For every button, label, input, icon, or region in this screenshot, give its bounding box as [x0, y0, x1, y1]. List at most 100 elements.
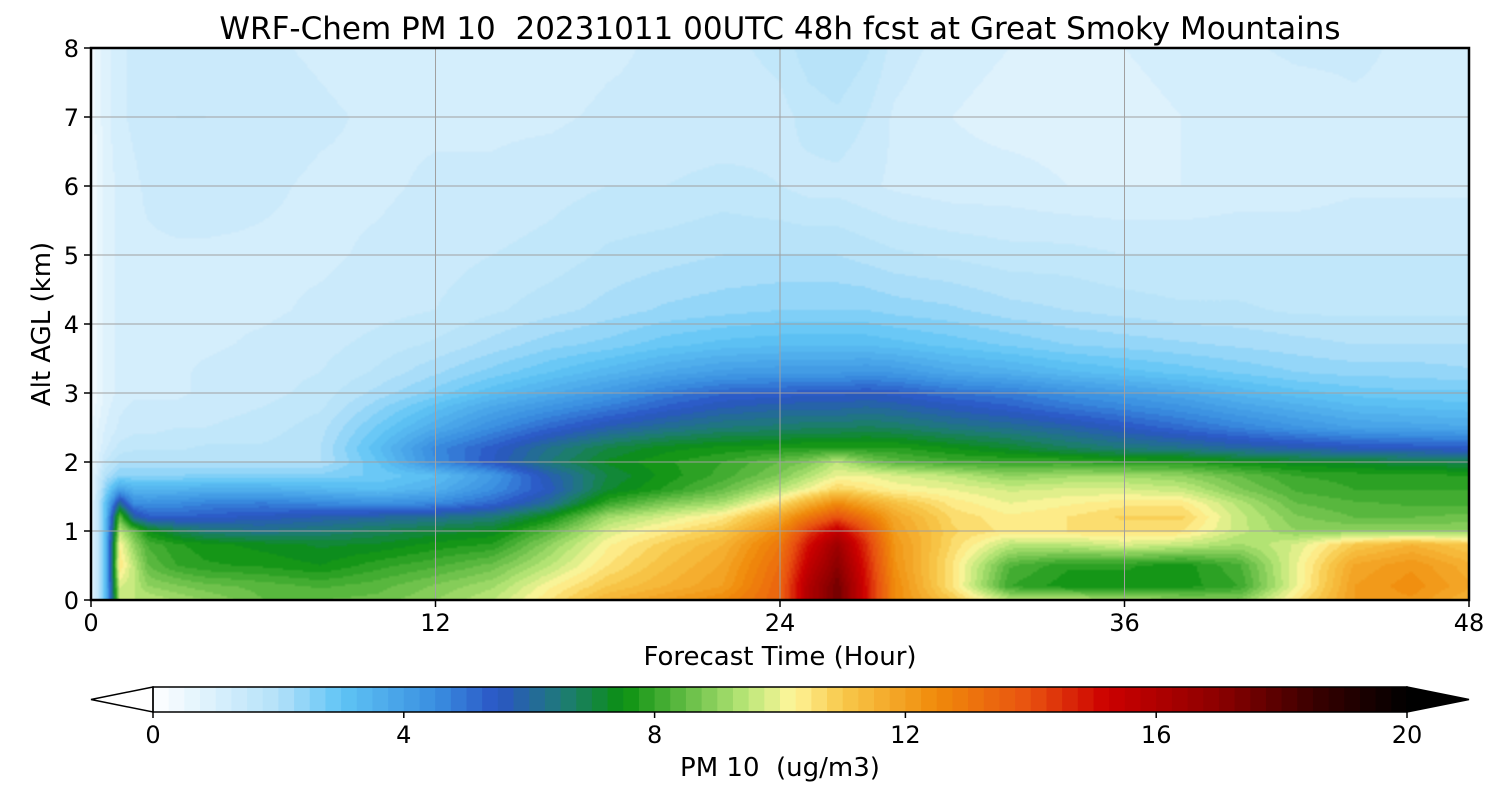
colorbar-cell	[419, 687, 436, 712]
y-tick-label: 2	[64, 449, 79, 477]
y-tick-label: 4	[64, 311, 79, 339]
colorbar-cell	[1015, 687, 1032, 712]
colorbar-cell	[936, 687, 954, 712]
colorbar-cell	[968, 687, 985, 712]
colorbar-cell	[1297, 687, 1314, 712]
colorbar-cell	[685, 687, 703, 712]
colorbar-cell	[1312, 687, 1330, 712]
colorbar-cell	[827, 687, 844, 712]
colorbar-cell	[889, 687, 906, 712]
y-axis: 0 1 2 3 4 5 6 7 8	[64, 35, 91, 615]
colorbar-cell	[905, 687, 922, 712]
colorbar-cell	[278, 687, 295, 712]
colorbar-cell	[529, 687, 546, 712]
colorbar-cell	[1156, 687, 1173, 712]
colorbar-cell	[921, 687, 938, 712]
colorbar-cell	[623, 687, 640, 712]
colorbar-cell	[435, 687, 452, 712]
colorbar-cell	[1375, 687, 1392, 712]
colorbar-cell	[325, 687, 342, 712]
colorbar-label: PM 10 (ug/m3)	[680, 753, 880, 783]
colorbar-cell	[168, 687, 185, 712]
colorbar-cell	[184, 687, 201, 712]
chart-title: WRF-Chem PM 10 20231011 00UTC 48h fcst a…	[219, 11, 1340, 47]
colorbar-cell	[1109, 687, 1126, 712]
colorbar-cell	[670, 687, 687, 712]
colorbar-cell	[1391, 687, 1408, 712]
colorbar-min-extend-arrow	[90, 686, 154, 713]
colorbar-cell	[153, 687, 170, 712]
colorbar-cell	[1359, 687, 1377, 712]
y-tick-label: 8	[64, 35, 79, 63]
colorbar-cell	[1218, 687, 1236, 712]
colorbar-cell	[764, 687, 781, 712]
colorbar-cell	[450, 687, 468, 712]
colorbar-cell	[842, 687, 859, 712]
colorbar-cell	[1265, 687, 1283, 712]
colorbar-cell	[1234, 687, 1251, 712]
colorbar-cell	[952, 687, 969, 712]
colorbar-cell	[1281, 687, 1298, 712]
colorbar-cell	[1344, 687, 1361, 712]
colorbar-cell	[717, 687, 734, 712]
colorbar-cell	[1328, 687, 1345, 712]
x-tick-label: 48	[1454, 609, 1485, 637]
plot-area	[89, 46, 1471, 602]
colorbar-cell	[262, 687, 279, 712]
x-tick-label: 24	[765, 609, 796, 637]
y-axis-label: Alt AGL (km)	[27, 242, 57, 406]
colorbar-cell	[1046, 687, 1063, 712]
colorbar-cell	[780, 687, 797, 712]
colorbar-cell	[1077, 687, 1095, 712]
x-axis: 0 12 24 36 48	[83, 600, 1484, 637]
colorbar-cell	[874, 687, 891, 712]
y-tick-label: 5	[64, 242, 79, 270]
colorbar-cell	[497, 687, 515, 712]
y-tick-label: 1	[64, 518, 79, 546]
colorbar-cell	[591, 687, 609, 712]
colorbar-cell	[607, 687, 624, 712]
x-axis-label: Forecast Time (Hour)	[643, 642, 916, 672]
colorbar-cell	[999, 687, 1016, 712]
colorbar-max-extend-arrow	[1406, 686, 1470, 713]
colorbar-cell	[1124, 687, 1142, 712]
colorbar-cell	[1171, 687, 1189, 712]
colorbar-cell	[1203, 687, 1220, 712]
colorbar-cell	[732, 687, 750, 712]
colorbar-tick-label: 12	[890, 721, 921, 749]
colorbar-cell	[1187, 687, 1204, 712]
colorbar-cell	[388, 687, 405, 712]
grid-lines	[91, 48, 1469, 600]
y-tick-label: 7	[64, 104, 79, 132]
colorbar-cell	[811, 687, 828, 712]
colorbar-tick-label: 8	[647, 721, 662, 749]
colorbar-cell	[1062, 687, 1079, 712]
colorbar-cell	[858, 687, 875, 712]
colorbar-cell	[654, 687, 671, 712]
colorbar-cell	[247, 687, 264, 712]
colorbar-cell	[231, 687, 248, 712]
colorbar-cell	[701, 687, 718, 712]
colorbar-cell	[795, 687, 812, 712]
colorbar-cell	[403, 687, 421, 712]
colorbar-cell	[983, 687, 1001, 712]
colorbar-tick-label: 0	[145, 721, 160, 749]
y-tick-label: 6	[64, 173, 79, 201]
colorbar-frame	[152, 686, 1408, 713]
colorbar-tick-label: 20	[1392, 721, 1423, 749]
colorbar-cell	[560, 687, 577, 712]
colorbar-cell	[341, 687, 358, 712]
colorbar-cell	[576, 687, 593, 712]
colorbar-tick-label: 16	[1141, 721, 1172, 749]
colorbar-cell	[1140, 687, 1157, 712]
colorbar-cell	[356, 687, 374, 712]
x-tick-label: 12	[420, 609, 451, 637]
x-tick-label: 36	[1109, 609, 1140, 637]
colorbar-cell	[748, 687, 765, 712]
colorbar-cell	[1093, 687, 1110, 712]
colorbar: 0 4 8 12 16 20	[90, 686, 1470, 749]
colorbar-cell	[513, 687, 530, 712]
colorbar-cell	[638, 687, 656, 712]
colorbar-cell	[294, 687, 311, 712]
